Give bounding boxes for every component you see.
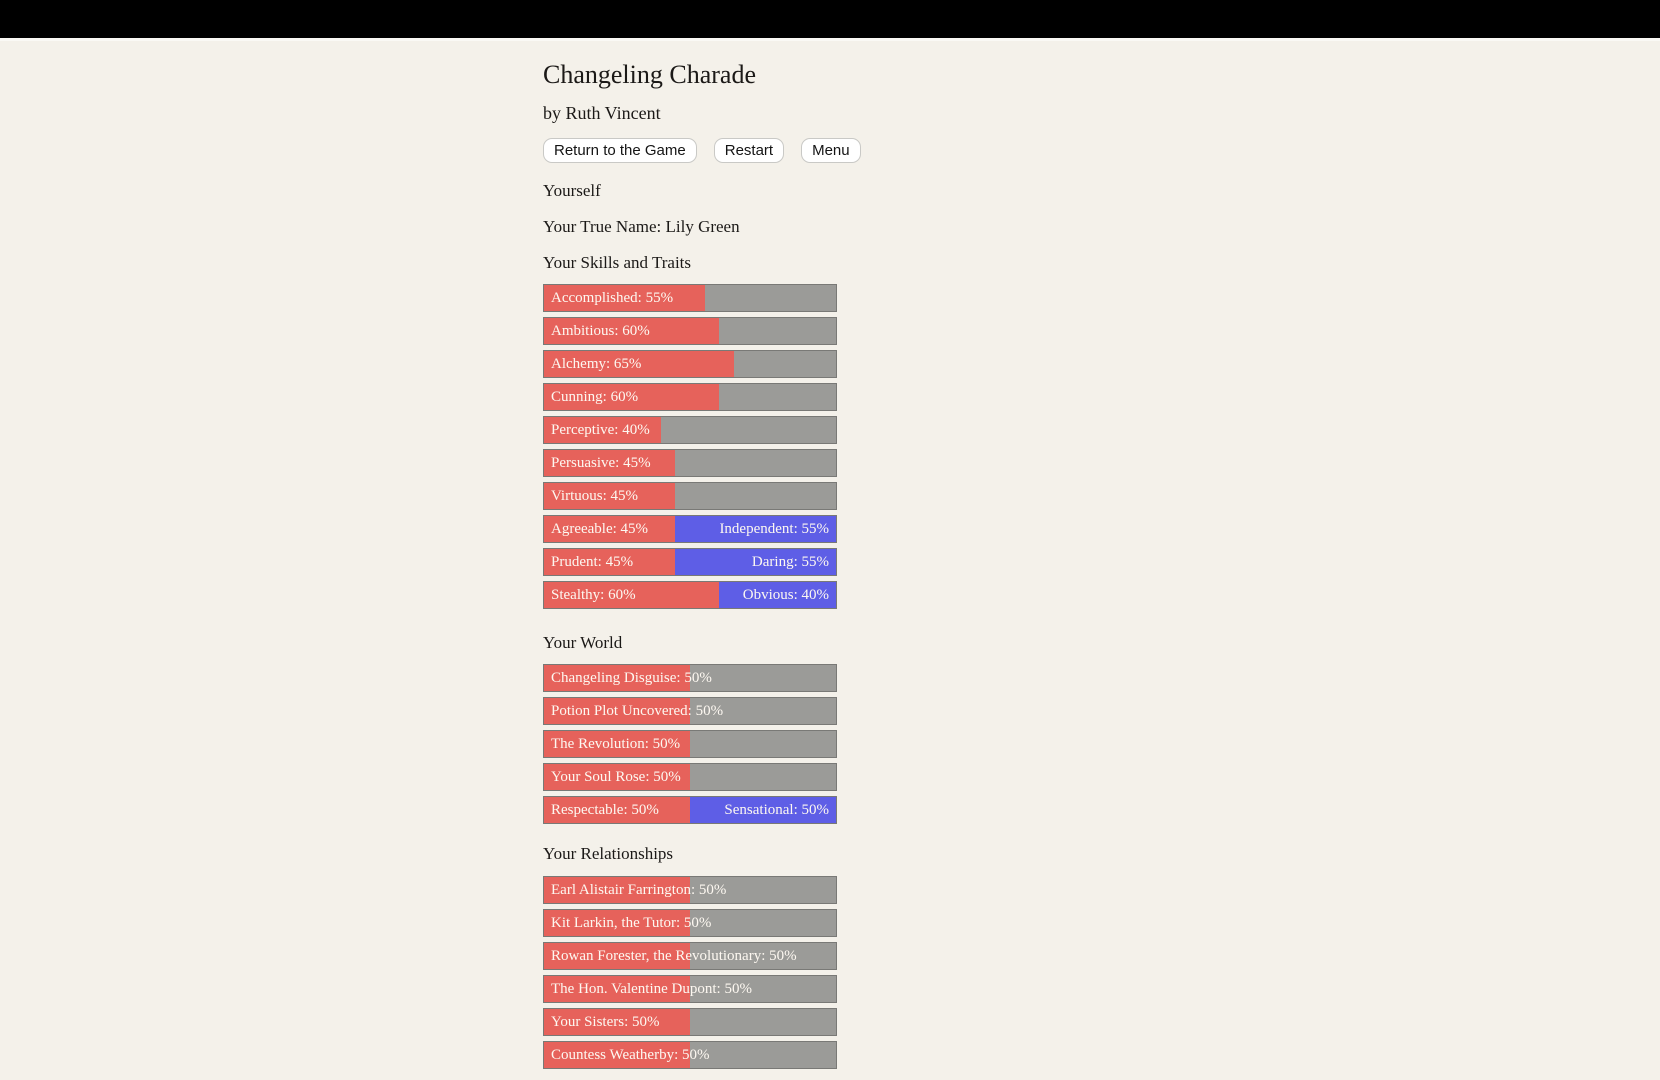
stat-bar-right-fill — [719, 582, 836, 608]
stat-bar-label: The Revolution: 50% — [551, 736, 681, 752]
stat-bar-fill — [544, 318, 720, 344]
stat-bar-fill — [544, 976, 690, 1002]
restart-button[interactable]: Restart — [713, 138, 785, 163]
stat-bar-rowan-forester-the-revolutionary: Rowan Forester, the Revolutionary: 50% — [543, 942, 837, 970]
stat-bar-the-revolution: The Revolution: 50% — [543, 730, 837, 758]
stat-bar-left-label: Agreeable: 45% — [551, 521, 649, 537]
stat-bar-fill — [544, 698, 690, 724]
stat-bar-fill — [544, 665, 690, 691]
stat-bar-label: Kit Larkin, the Tutor: 50% — [551, 915, 712, 931]
section-heading-skills-and-traits: Your Skills and Traits — [543, 253, 692, 272]
stat-bar-persuasive: Persuasive: 45% — [543, 449, 837, 477]
menu-button[interactable]: Menu — [801, 138, 861, 163]
stat-bar-right-label: Obvious: 40% — [742, 587, 829, 603]
stat-bar-respectable-vs-sensational: Respectable: 50% Sensational: 50% — [543, 796, 837, 824]
section-heading-world: Your World — [543, 633, 623, 652]
stat-bar-fill — [544, 943, 690, 969]
stat-bar-perceptive: Perceptive: 40% — [543, 416, 837, 444]
stat-bar-right-fill — [690, 797, 836, 823]
stat-bar-label: Countess Weatherby: 50% — [551, 1047, 710, 1063]
stat-bar-cunning: Cunning: 60% — [543, 383, 837, 411]
stat-bar-right-label: Sensational: 50% — [724, 802, 829, 818]
stat-bar-left-label: Respectable: 50% — [551, 802, 659, 818]
stat-bar-right-fill — [675, 516, 836, 542]
relationships-stat-chart: Earl Alistair Farrington: 50% Kit Larkin,… — [543, 876, 837, 1069]
return-to-game-button[interactable]: Return to the Game — [543, 138, 697, 163]
stat-bar-fill — [544, 285, 705, 311]
stat-bar-label: Cunning: 60% — [551, 389, 639, 405]
stat-bar-label: Your Soul Rose: 50% — [551, 769, 681, 785]
stat-bar-agreeable-vs-independent: Agreeable: 45% Independent: 55% — [543, 515, 837, 543]
top-black-bar — [0, 0, 1660, 41]
stat-bar-your-sisters: Your Sisters: 50% — [543, 1008, 837, 1036]
stat-bar-accomplished: Accomplished: 55% — [543, 284, 837, 312]
section-heading-yourself: Yourself — [543, 181, 601, 200]
stat-bar-earl-alistair-farrington: Earl Alistair Farrington: 50% — [543, 876, 837, 904]
stat-bar-label: Perceptive: 40% — [551, 422, 650, 438]
stat-bar-label: Changeling Disguise: 50% — [551, 670, 712, 686]
stat-bar-fill — [544, 877, 690, 903]
stats-toolbar: Return to the Game Restart Menu — [543, 138, 861, 163]
stat-bar-fill — [544, 1042, 690, 1068]
world-stat-chart: Changeling Disguise: 50% Potion Plot Unco… — [543, 664, 837, 824]
stat-bar-right-label: Independent: 55% — [719, 521, 829, 537]
stat-bar-fill — [544, 910, 690, 936]
stat-bar-stealthy-vs-obvious: Stealthy: 60% Obvious: 40% — [543, 581, 837, 609]
stat-bar-kit-larkin-the-tutor: Kit Larkin, the Tutor: 50% — [543, 909, 837, 937]
stat-bar-right-fill — [675, 549, 836, 575]
stat-bar-label: Alchemy: 65% — [551, 356, 642, 372]
stat-bar-label: Earl Alistair Farrington: 50% — [551, 882, 727, 898]
stat-bar-label: Accomplished: 55% — [551, 290, 674, 306]
stat-bar-the-hon-valentine-dupont: The Hon. Valentine Dupont: 50% — [543, 975, 837, 1003]
section-heading-relationships: Your Relationships — [543, 844, 674, 863]
stat-bar-left-fill — [544, 797, 690, 823]
stat-bar-potion-plot-uncovered: Potion Plot Uncovered: 50% — [543, 697, 837, 725]
stat-bar-right-label: Daring: 55% — [751, 554, 829, 570]
true-name-line: Your True Name: Lily Green — [543, 217, 740, 236]
stat-bar-fill — [544, 384, 720, 410]
stat-bar-label: The Hon. Valentine Dupont: 50% — [551, 981, 752, 997]
stat-bar-left-fill — [544, 516, 676, 542]
stat-bar-fill — [544, 731, 690, 757]
stats-content-column: Changeling Charade by Ruth Vincent Retur… — [543, 44, 861, 1074]
stat-bar-your-soul-rose: Your Soul Rose: 50% — [543, 763, 837, 791]
stat-bar-fill — [544, 1009, 690, 1035]
stat-bar-countess-weatherby: Countess Weatherby: 50% — [543, 1041, 837, 1069]
stat-bar-left-fill — [544, 549, 676, 575]
stat-bar-alchemy: Alchemy: 65% — [543, 350, 837, 378]
stat-bar-fill — [544, 764, 690, 790]
stat-bar-changeling-disguise: Changeling Disguise: 50% — [543, 664, 837, 692]
stat-bar-label: Your Sisters: 50% — [551, 1014, 660, 1030]
stat-bar-label: Virtuous: 45% — [551, 488, 639, 504]
stat-bar-fill — [544, 351, 734, 377]
stat-bar-fill — [544, 417, 661, 443]
stat-bar-label: Ambitious: 60% — [551, 323, 650, 339]
game-title: Changeling Charade — [543, 60, 756, 89]
stat-bar-label: Rowan Forester, the Revolutionary: 50% — [551, 948, 797, 964]
stat-bar-virtuous: Virtuous: 45% — [543, 482, 837, 510]
stat-bar-ambitious: Ambitious: 60% — [543, 317, 837, 345]
stat-bar-prudent-vs-daring: Prudent: 45% Daring: 55% — [543, 548, 837, 576]
skills-stat-chart: Accomplished: 55% Ambitious: 60% Alchemy: … — [543, 284, 837, 609]
stat-bar-left-label: Prudent: 45% — [551, 554, 634, 570]
stat-bar-left-label: Stealthy: 60% — [551, 587, 636, 603]
stat-bar-fill — [544, 483, 676, 509]
stat-bar-label: Persuasive: 45% — [551, 455, 651, 471]
stat-bar-label: Potion Plot Uncovered: 50% — [551, 703, 724, 719]
stat-bar-fill — [544, 450, 676, 476]
stat-bar-left-fill — [544, 582, 720, 608]
author-byline: by Ruth Vincent — [543, 103, 661, 123]
